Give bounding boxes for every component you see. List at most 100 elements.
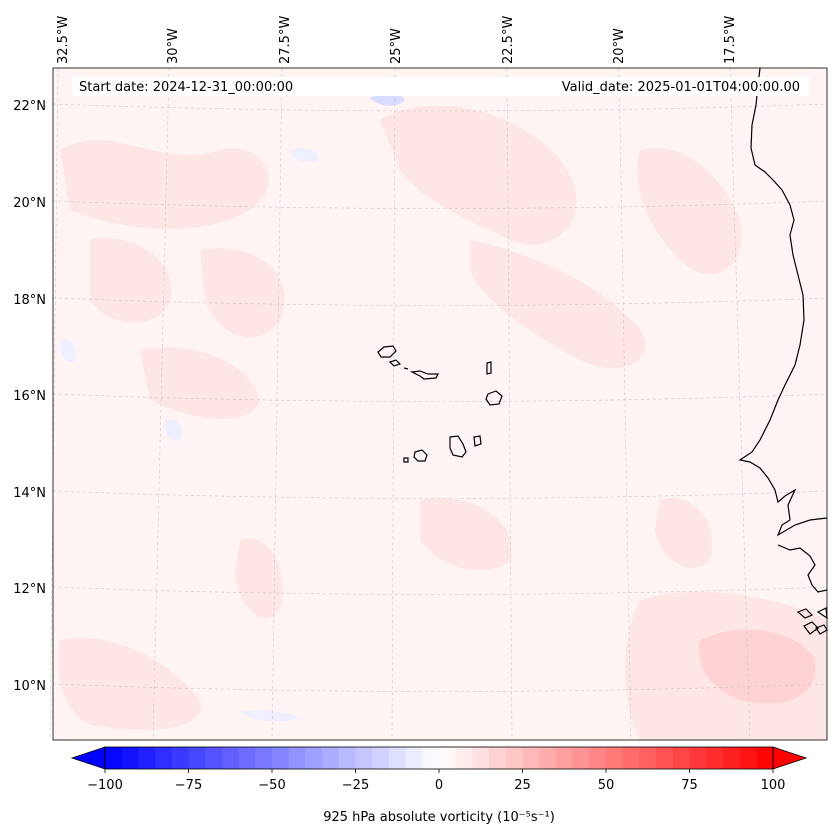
positive-vorticity-patch bbox=[637, 148, 742, 275]
start-date-label: Start date: 2024-12-31_00:00:00 bbox=[79, 80, 293, 95]
lat-label-10n: 10°N bbox=[13, 679, 46, 694]
lon-label-30w: 30°W bbox=[166, 28, 181, 64]
colorbar-cell bbox=[355, 747, 373, 769]
lon-label-25w: 25°W bbox=[389, 28, 404, 64]
lat-label-22n: 22°N bbox=[13, 99, 46, 114]
positive-vorticity-patch bbox=[60, 140, 269, 229]
colorbar-cell bbox=[338, 747, 356, 769]
coastline-west-africa bbox=[738, 67, 828, 537]
colorbar-cell bbox=[539, 747, 557, 769]
meridian-line bbox=[391, 67, 396, 741]
parallel-line bbox=[52, 393, 828, 402]
colorbar-cell bbox=[706, 747, 724, 769]
colorbar-cell bbox=[171, 747, 189, 769]
parallel-line bbox=[52, 683, 828, 692]
colorbar-cell bbox=[138, 747, 156, 769]
colorbar-cell bbox=[121, 747, 139, 769]
positive-vorticity-patch bbox=[420, 498, 512, 571]
colorbar-cell bbox=[205, 747, 223, 769]
colorbar-cell bbox=[221, 747, 239, 769]
coastline-bijagos bbox=[816, 607, 828, 620]
colorbar-cell bbox=[272, 747, 290, 769]
meridian-line bbox=[618, 67, 632, 741]
colorbar-tick-label: −100 bbox=[87, 778, 123, 793]
colorbar-cell bbox=[322, 747, 340, 769]
valid-date-label: Valid_date: 2025-01-01T04:00:00.00 bbox=[562, 80, 800, 95]
island-sao-nicolau bbox=[409, 370, 439, 380]
longitude-labels: 32.5°W 30°W 27.5°W 25°W 22.5°W 20°W 17.5… bbox=[56, 16, 738, 64]
graticule bbox=[49, 67, 828, 741]
colorbar-cell bbox=[489, 747, 507, 769]
colorbar-tick-label: 75 bbox=[681, 778, 698, 793]
colorbar-cell bbox=[722, 747, 740, 769]
colorbar-tick-label: 100 bbox=[761, 778, 786, 793]
colorbar-cell bbox=[756, 747, 774, 769]
info-banner bbox=[72, 77, 809, 96]
colorbar-cell bbox=[255, 747, 273, 769]
colorbar-tick-label: −75 bbox=[175, 778, 202, 793]
lon-label-17-5w: 17.5°W bbox=[723, 16, 738, 64]
colorbar-cell bbox=[238, 747, 256, 769]
colorbar-cell bbox=[455, 747, 473, 769]
island-sao-vicente bbox=[388, 359, 402, 367]
lat-label-14n: 14°N bbox=[13, 486, 46, 501]
map-frame bbox=[52, 67, 828, 741]
island-santiago bbox=[449, 435, 467, 458]
colorbar-cell bbox=[555, 747, 573, 769]
colorbar-cell bbox=[439, 747, 457, 769]
positive-vorticity-patch bbox=[655, 498, 712, 569]
colorbar-cell bbox=[639, 747, 657, 769]
negative-vorticity-patch bbox=[290, 148, 319, 162]
parallel-line bbox=[52, 490, 828, 499]
negative-vorticity-patch bbox=[370, 92, 405, 106]
colorbar-cell bbox=[155, 747, 173, 769]
coastline-bijagos bbox=[803, 621, 819, 635]
positive-vorticity-patch bbox=[140, 347, 260, 419]
lat-label-20n: 20°N bbox=[13, 196, 46, 211]
colorbar-cell bbox=[288, 747, 306, 769]
colorbar-tick-label: 0 bbox=[435, 778, 443, 793]
colorbar-cell bbox=[405, 747, 423, 769]
parallel-line bbox=[52, 200, 828, 209]
colorbar-cell bbox=[305, 747, 323, 769]
meridian-line bbox=[49, 67, 59, 741]
colorbar-cell bbox=[689, 747, 707, 769]
cape-verde-islands bbox=[377, 345, 503, 463]
africa-coastline bbox=[738, 67, 828, 635]
parallel-line bbox=[52, 297, 828, 306]
latitude-labels: 22°N 20°N 18°N 16°N 14°N 12°N 10°N bbox=[13, 99, 46, 694]
parallel-line bbox=[52, 586, 828, 595]
meridian-line bbox=[506, 67, 513, 741]
lat-label-16n: 16°N bbox=[13, 389, 46, 404]
colorbar-cells bbox=[105, 747, 774, 769]
colorbar-cell bbox=[739, 747, 757, 769]
colorbar-cell bbox=[505, 747, 523, 769]
colorbar-cell bbox=[188, 747, 206, 769]
colorbar-cell bbox=[622, 747, 640, 769]
lon-label-20w: 20°W bbox=[612, 28, 627, 64]
colorbar-cell bbox=[672, 747, 690, 769]
positive-vorticity-patch bbox=[235, 538, 283, 618]
map-panel: Start date: 2024-12-31_00:00:00 Valid_da… bbox=[49, 67, 828, 741]
meridian-line bbox=[271, 67, 283, 741]
positive-vorticity-patch bbox=[58, 638, 202, 730]
colorbar-tick-label: −50 bbox=[258, 778, 285, 793]
colorbar-cell bbox=[372, 747, 390, 769]
parallel-line bbox=[52, 103, 828, 112]
positive-vorticity-patch bbox=[699, 629, 816, 704]
colorbar-cell bbox=[572, 747, 590, 769]
island-maio bbox=[473, 435, 482, 447]
lat-label-12n: 12°N bbox=[13, 582, 46, 597]
colorbar-label: 925 hPa absolute vorticity (10⁻⁵s⁻¹) bbox=[323, 810, 555, 825]
colorbar-low-extend-arrow bbox=[70, 746, 106, 770]
colorbar-cell bbox=[472, 747, 490, 769]
colorbar-tick-label: −25 bbox=[342, 778, 369, 793]
vorticity-field bbox=[58, 92, 827, 740]
negative-vorticity-patch bbox=[60, 338, 76, 362]
coastline-guinea-bissau bbox=[777, 544, 828, 593]
meridian-line bbox=[729, 67, 751, 741]
lon-label-22-5w: 22.5°W bbox=[501, 16, 516, 64]
lon-label-27-5w: 27.5°W bbox=[278, 16, 293, 64]
island-santo-antao bbox=[377, 345, 397, 358]
